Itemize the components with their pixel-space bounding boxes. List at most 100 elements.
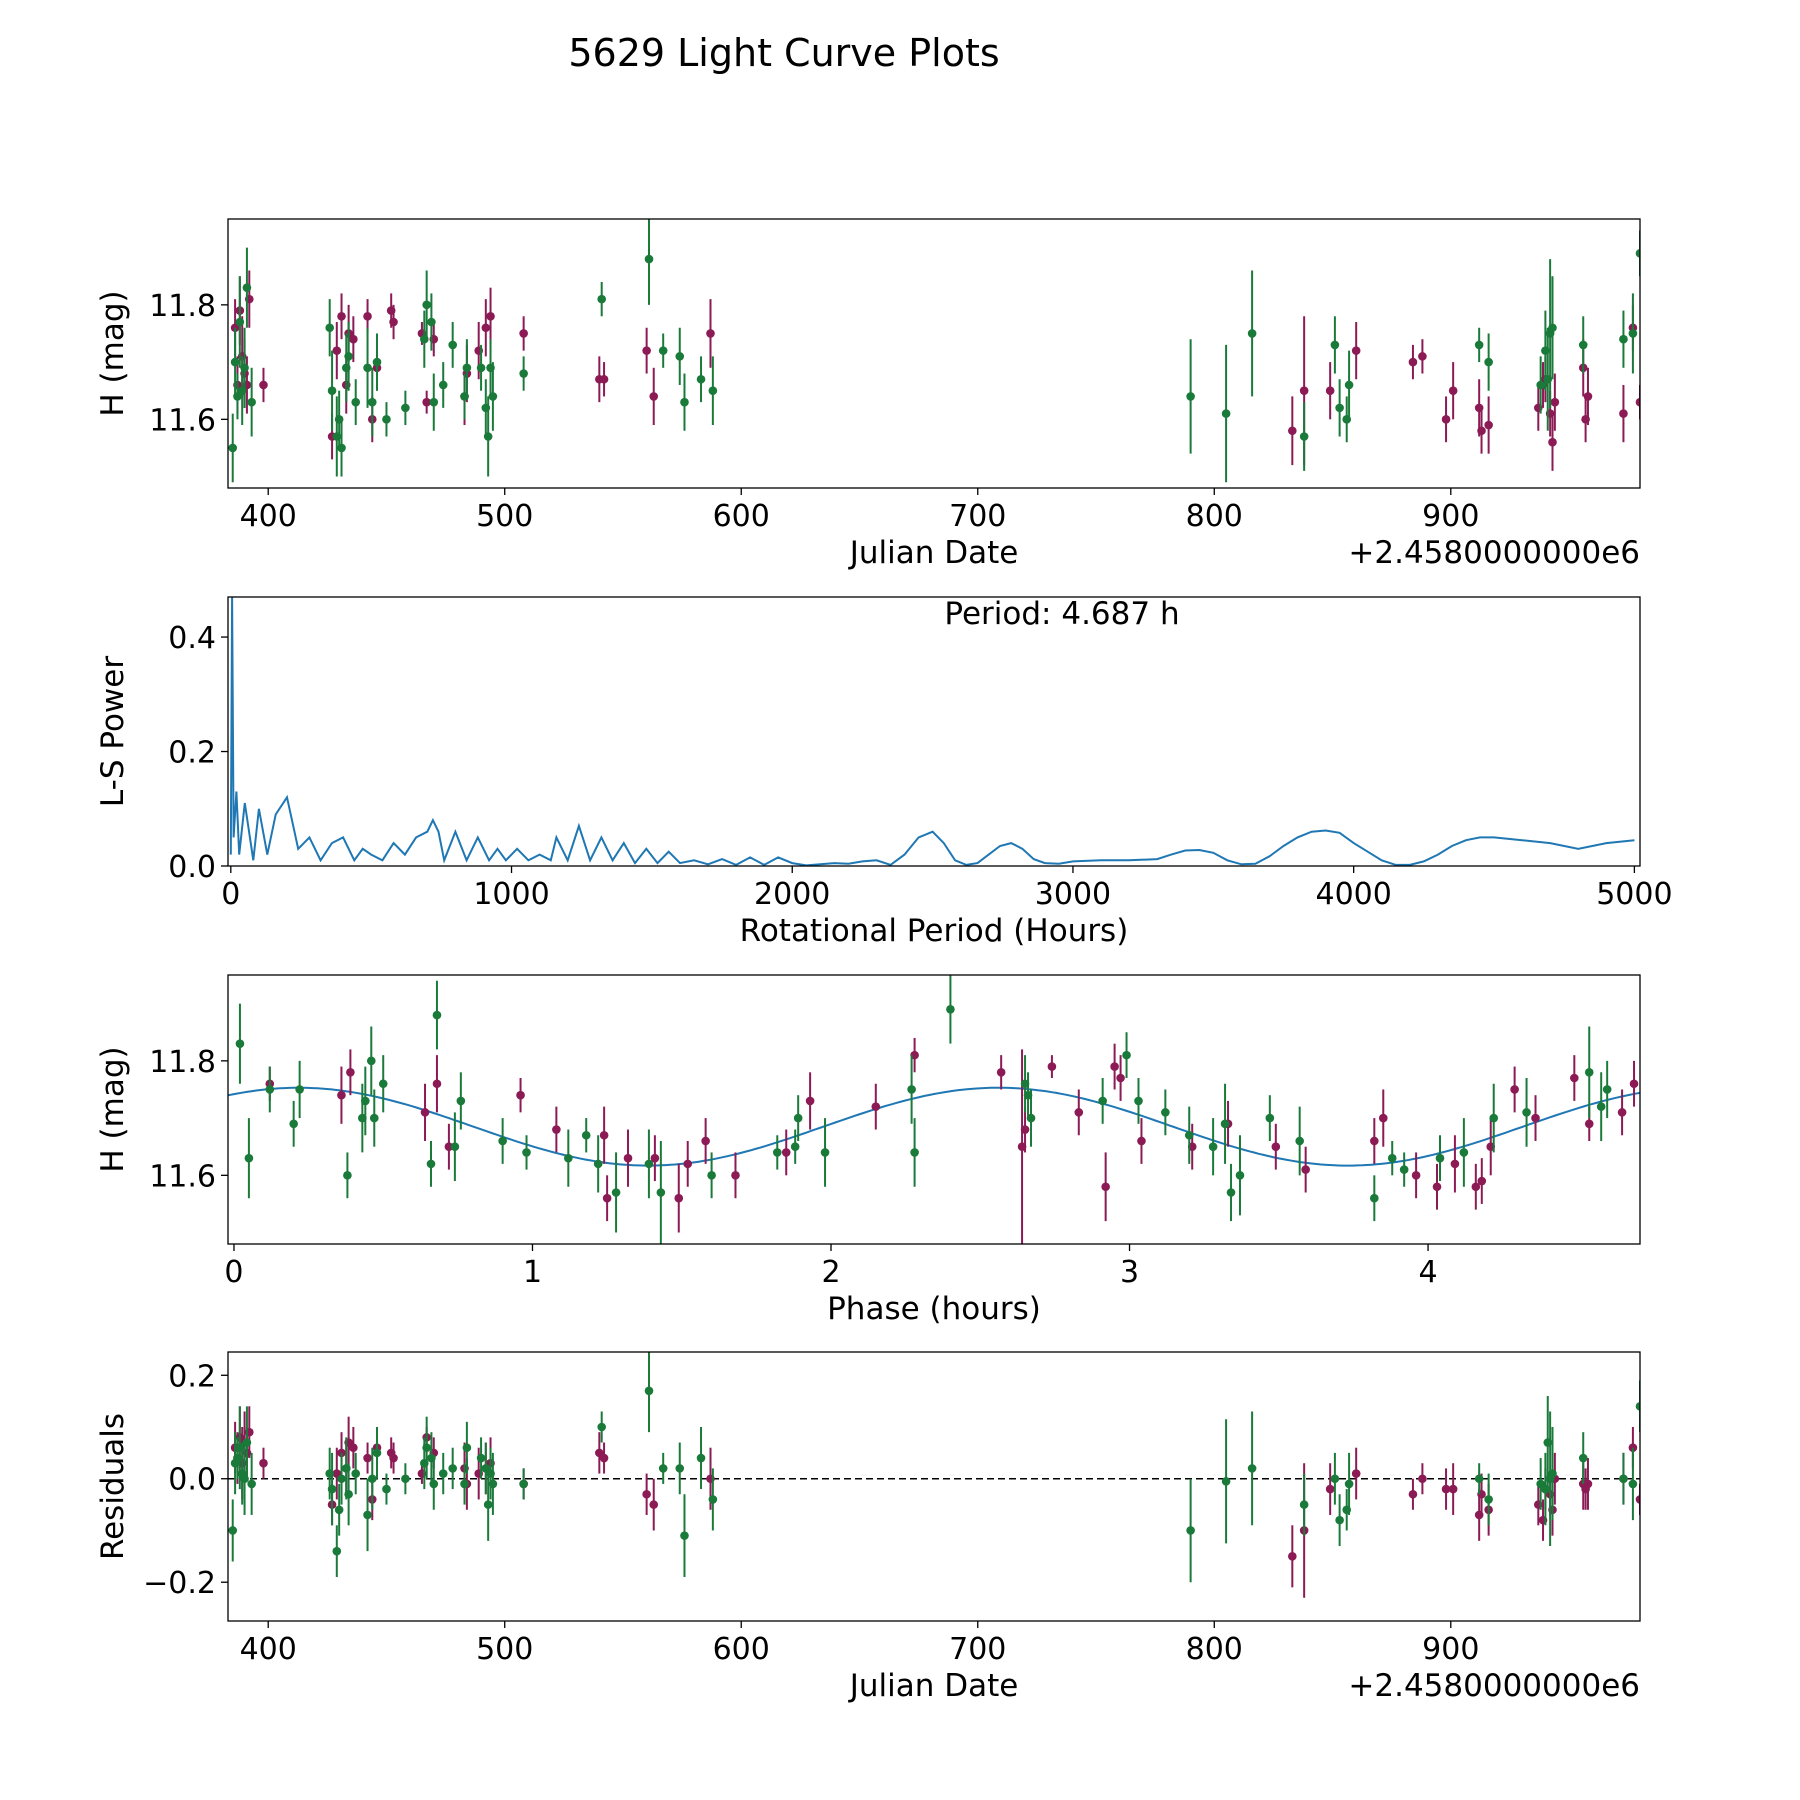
point-marker <box>731 1171 740 1180</box>
data-point-filter-a <box>1418 1463 1427 1495</box>
data-point-filter-b <box>708 356 718 426</box>
data-point-filter-b <box>1235 1135 1245 1216</box>
data-point-filter-b <box>242 1406 252 1479</box>
point-marker <box>1110 1062 1119 1071</box>
data-point-filter-b <box>1484 333 1493 391</box>
x-tick-label: 5000 <box>1596 877 1672 912</box>
x-tick-label: 700 <box>949 499 1006 534</box>
data-point-filter-b <box>429 1458 439 1510</box>
point-marker <box>349 1443 358 1453</box>
point-marker <box>337 1474 346 1484</box>
point-marker <box>351 397 361 407</box>
point-marker <box>644 254 654 264</box>
point-marker <box>259 1458 268 1468</box>
point-marker <box>337 1090 346 1100</box>
point-marker <box>332 1546 342 1556</box>
data-point-filter-a <box>1288 396 1297 466</box>
point-marker <box>820 1148 830 1157</box>
data-point-filter-b <box>1536 356 1545 414</box>
point-marker <box>488 1479 498 1489</box>
point-marker <box>1020 1125 1030 1134</box>
point-marker <box>564 1153 573 1163</box>
point-marker <box>401 403 410 413</box>
x-tick-label: 4000 <box>1315 877 1391 912</box>
panel-residuals: 400 500 600 700 800 900 −0.2 0.0 0.2 Julian Date R… <box>95 1351 1641 1704</box>
data-point-filter-b <box>429 373 439 431</box>
point-marker <box>1635 1495 1640 1504</box>
point-marker <box>1265 1113 1275 1123</box>
data-point-filter-a <box>444 1123 454 1170</box>
x-axis-label: Rotational Period (Hours) <box>740 913 1129 949</box>
data-point-filter-a <box>516 1078 525 1113</box>
point-marker <box>1477 426 1486 436</box>
point-marker <box>1235 1171 1245 1180</box>
plot-area <box>228 219 1640 483</box>
point-marker <box>793 1113 803 1123</box>
point-marker <box>1074 1108 1084 1117</box>
x-tick-label: 2000 <box>754 877 830 912</box>
point-marker <box>644 1159 654 1169</box>
data-point-filter-b <box>1619 310 1628 368</box>
point-marker <box>1226 1188 1236 1197</box>
point-marker <box>1484 357 1493 367</box>
data-point-filter-b <box>367 367 377 437</box>
panel-phase-curve: 0 1 2 3 4 11.6 11.8 Phase (hours) H (mag) <box>95 974 1641 1327</box>
point-marker <box>1247 1464 1257 1473</box>
point-marker <box>910 1148 919 1157</box>
data-point-filter-b <box>438 362 448 408</box>
data-point-filter-b <box>1399 1152 1409 1187</box>
y-tick-label: 0.0 <box>168 1463 216 1498</box>
data-point-filter-b <box>1299 1473 1309 1536</box>
point-marker <box>1619 334 1628 344</box>
point-marker <box>706 329 715 338</box>
point-marker <box>1584 1067 1594 1077</box>
data-point-filter-a <box>701 1118 710 1164</box>
data-point-filter-a <box>337 1066 346 1124</box>
point-marker <box>1441 415 1451 424</box>
data-point-filter-b <box>1596 1072 1606 1141</box>
data-point-filter-a <box>1550 373 1560 431</box>
point-marker <box>1484 420 1493 430</box>
data-point-filter-b <box>244 1118 254 1199</box>
data-point-filter-b <box>1344 350 1354 420</box>
data-point-filter-a <box>599 1442 609 1474</box>
data-point-filter-b <box>1635 230 1640 277</box>
plot-area <box>229 597 1635 866</box>
point-marker <box>422 1443 431 1453</box>
data-point-filter-b <box>488 1452 498 1515</box>
point-marker <box>1344 1479 1354 1489</box>
point-marker <box>476 1453 486 1463</box>
x-tick-label: 500 <box>476 1632 533 1667</box>
data-point-filter-a <box>420 1083 430 1141</box>
point-marker <box>611 1188 621 1197</box>
point-marker <box>674 1193 684 1203</box>
data-point-filter-b <box>488 362 498 431</box>
data-point-filter-b <box>1387 1140 1397 1176</box>
point-marker <box>1628 329 1638 338</box>
data-point-filter-b <box>564 1129 573 1187</box>
data-point-filter-a <box>996 1055 1006 1090</box>
point-marker <box>438 1469 448 1478</box>
point-marker <box>1408 1489 1418 1499</box>
point-marker <box>432 1010 442 1020</box>
y-tick-label: 0.2 <box>168 736 216 771</box>
data-point-filter-b <box>351 1452 361 1495</box>
point-marker <box>327 1484 337 1494</box>
data-point-filter-a <box>1074 1089 1084 1136</box>
point-marker <box>708 386 718 396</box>
x-axis-label: Julian Date <box>848 535 1019 571</box>
point-marker <box>658 346 668 355</box>
point-marker <box>1378 1113 1388 1123</box>
point-marker <box>1220 1119 1230 1129</box>
data-point-filter-a <box>1351 1447 1361 1500</box>
data-point-filter-b <box>1186 1478 1195 1583</box>
data-point-filter-b <box>1578 1432 1588 1484</box>
data-point-filter-b <box>361 1066 370 1136</box>
x-tick-label: 800 <box>1186 1632 1243 1667</box>
point-marker <box>680 397 689 407</box>
point-marker <box>429 397 439 407</box>
data-point-filter-b <box>611 1152 621 1233</box>
data-point-filter-a <box>259 367 268 403</box>
data-point-filter-b <box>1578 316 1588 374</box>
data-point-filter-a <box>1477 407 1486 454</box>
